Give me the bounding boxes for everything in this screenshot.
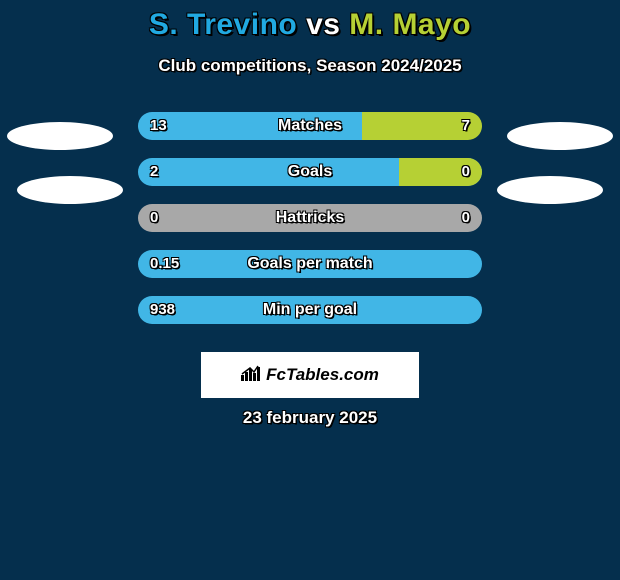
logo-text: FcTables.com bbox=[266, 365, 379, 385]
comparison-infographic: S. Trevino vs M. Mayo Club competitions,… bbox=[0, 0, 620, 580]
bar-track bbox=[138, 112, 482, 140]
bar-track bbox=[138, 204, 482, 232]
title-player2: M. Mayo bbox=[349, 8, 471, 41]
title-vs: vs bbox=[297, 8, 349, 41]
title: S. Trevino vs M. Mayo bbox=[0, 0, 620, 42]
stat-row: Min per goal938 bbox=[0, 296, 620, 324]
subtitle: Club competitions, Season 2024/2025 bbox=[0, 56, 620, 76]
bar-left bbox=[138, 296, 482, 324]
club-badge-placeholder bbox=[497, 176, 603, 204]
bar-right bbox=[362, 112, 482, 140]
bar-track bbox=[138, 250, 482, 278]
club-badge-placeholder bbox=[17, 176, 123, 204]
stat-row: Goals per match0.15 bbox=[0, 250, 620, 278]
stat-row: Hattricks00 bbox=[0, 204, 620, 232]
logo-chart-icon bbox=[241, 365, 261, 386]
club-badge-placeholder bbox=[507, 122, 613, 150]
bar-track bbox=[138, 296, 482, 324]
title-player1: S. Trevino bbox=[149, 8, 297, 41]
bar-left bbox=[138, 250, 482, 278]
source-logo: FcTables.com bbox=[201, 352, 419, 398]
bar-track bbox=[138, 158, 482, 186]
bar-right bbox=[399, 158, 482, 186]
club-badge-placeholder bbox=[7, 122, 113, 150]
bar-left bbox=[138, 112, 362, 140]
snapshot-date: 23 february 2025 bbox=[0, 408, 620, 428]
